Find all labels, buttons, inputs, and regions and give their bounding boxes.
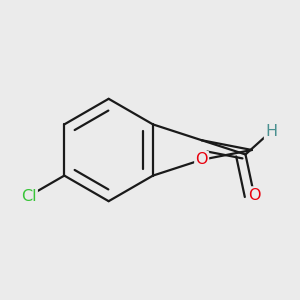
Text: O: O <box>195 152 208 167</box>
Text: Cl: Cl <box>21 189 37 204</box>
Text: H: H <box>265 124 277 139</box>
Text: O: O <box>248 188 260 202</box>
